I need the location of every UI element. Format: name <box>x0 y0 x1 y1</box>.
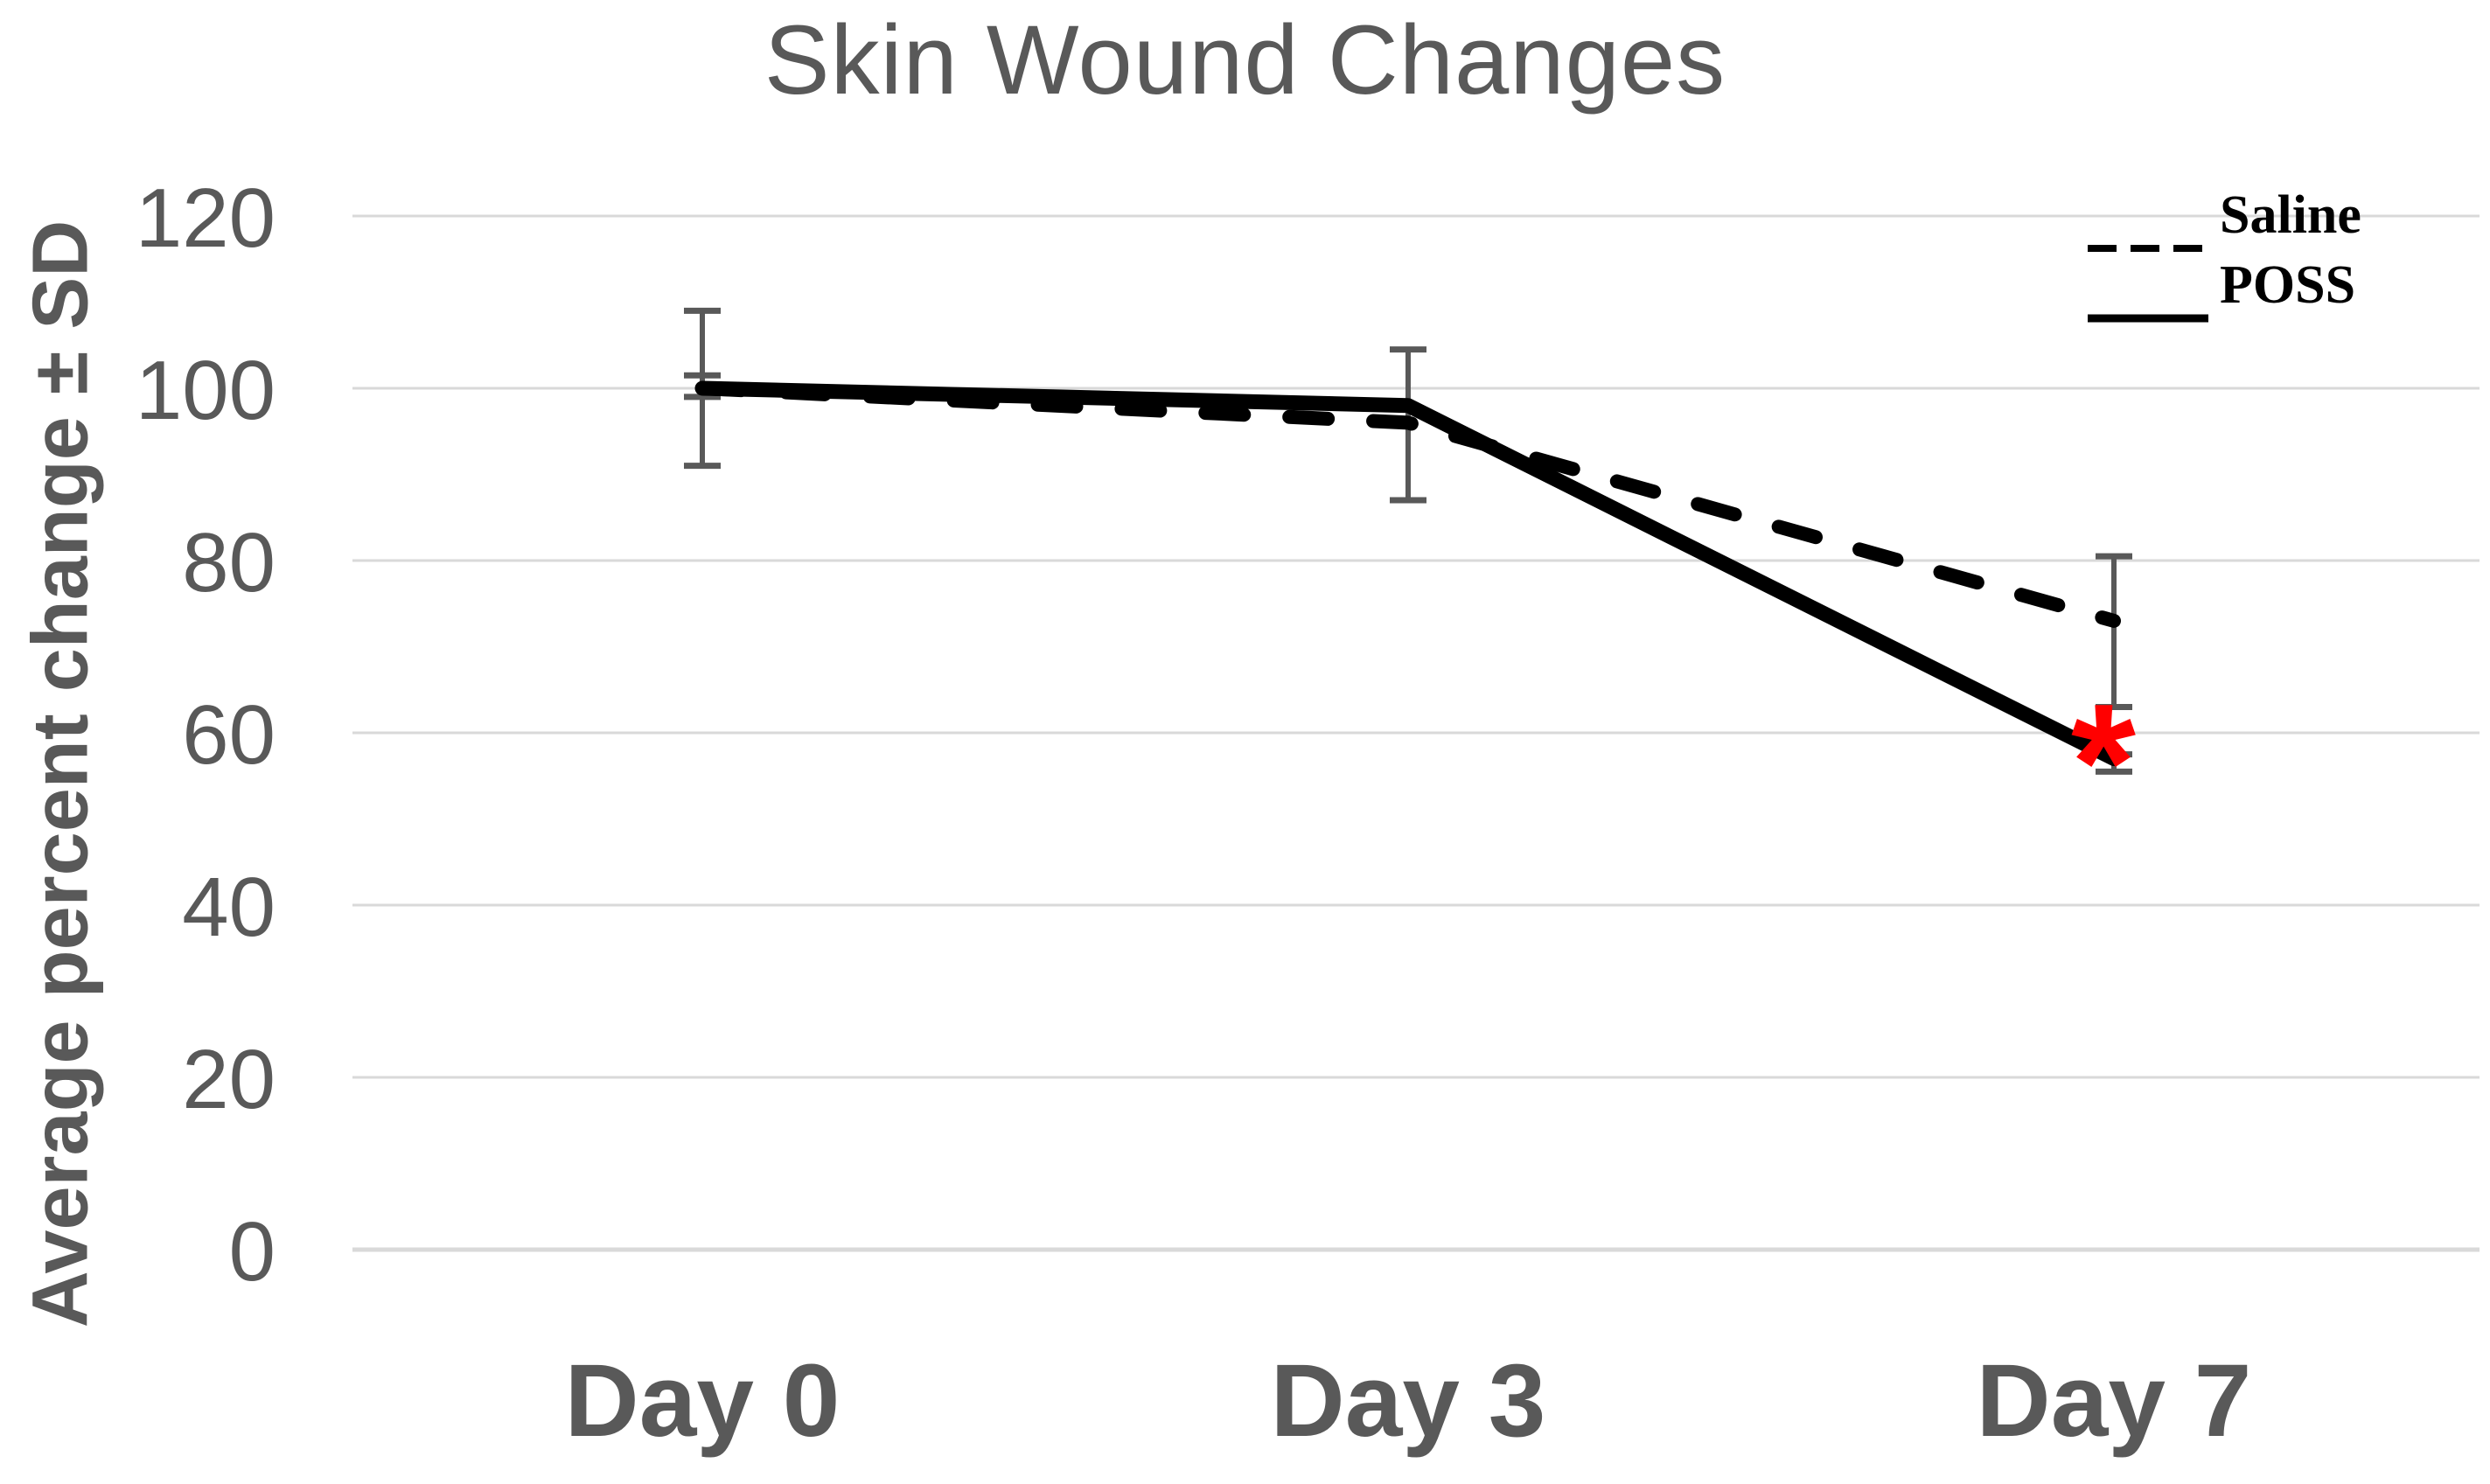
y-tick-label: 0 <box>229 1205 276 1299</box>
series-poss-line <box>694 380 2122 767</box>
y-tick-label: 80 <box>182 516 276 610</box>
x-category-label: Day 7 <box>1977 1343 2252 1459</box>
y-tick-label: 40 <box>182 860 276 954</box>
x-category-label: Day 3 <box>1271 1343 1546 1459</box>
significance-asterisk: * <box>2071 670 2136 855</box>
y-tick-label: 20 <box>182 1033 276 1126</box>
x-category-label: Day 0 <box>565 1343 840 1459</box>
y-tick-label: 60 <box>182 688 276 782</box>
series-saline-line <box>695 381 2121 628</box>
y-tick-label: 120 <box>136 171 276 265</box>
y-tick-label: 100 <box>136 344 276 437</box>
legend-label-poss: POSS <box>2220 255 2356 315</box>
chart-title: Skin Wound Changes <box>764 5 1726 115</box>
legend-label-saline: Saline <box>2220 185 2361 245</box>
